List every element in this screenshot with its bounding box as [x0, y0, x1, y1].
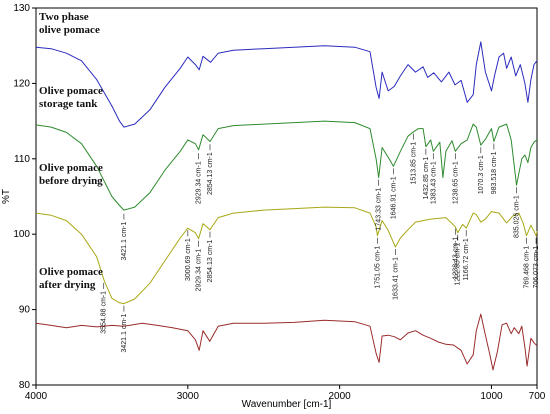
peak-label: 1166.72 cm-1 — [463, 238, 470, 280]
plot-frame — [35, 7, 538, 386]
peak-annotation: 3000.69 cm-1 — [185, 230, 192, 281]
peak-label: 2854.13 cm-1 — [207, 152, 214, 195]
sample-label-line: Olive pomace — [39, 85, 103, 97]
peak-label: 1751.05 cm-1 — [374, 246, 381, 289]
peak-annotation: 1646.91 cm-1 — [390, 168, 397, 219]
peak-annotation: 3421.1 cm-1 — [121, 213, 128, 261]
sample-label: Olive pomace before drying — [39, 162, 103, 187]
y-tick-label: 110 — [14, 154, 30, 165]
y-tick-label: 100 — [13, 229, 30, 240]
peak-label: 1383.43 cm-1 — [430, 161, 437, 204]
x-tick-label: 3000 — [177, 391, 200, 402]
sample-label-line: after drying — [39, 279, 96, 291]
peak-label: 3421.1 cm-1 — [121, 313, 128, 352]
peak-annotation: 1166.72 cm-1 — [463, 230, 470, 280]
peak-annotation: 706.073 cm-1 — [533, 237, 540, 289]
peak-label: 1633.41 cm-1 — [392, 257, 399, 300]
peak-label: 835.026 cm-1 — [514, 195, 521, 238]
peak-label: 706.073 cm-1 — [533, 246, 540, 289]
sample-label-line: olive pomace — [39, 24, 100, 36]
sample-label-line: storage tank — [39, 98, 98, 110]
peak-label: 1432.85 cm-1 — [423, 157, 430, 200]
series-line-4 — [35, 313, 538, 371]
peak-label: 1743.33 cm-1 — [376, 188, 383, 231]
peak-annotation: 1238.65 cm-1 — [452, 153, 459, 204]
peak-label: 1238.65 cm-1 — [452, 161, 459, 204]
y-tick-label: 130 — [13, 3, 30, 14]
peak-label: 1222.85 cm-1 — [455, 243, 462, 286]
peak-annotation: 1743.33 cm-1 — [376, 179, 383, 231]
y-tick-label: 80 — [19, 380, 31, 391]
y-tick-label: 120 — [13, 78, 30, 89]
y-axis-title: %T — [1, 189, 12, 204]
x-tick-label: 2000 — [329, 391, 352, 402]
peak-annotation: 769.468 cm-1 — [524, 237, 531, 289]
series-line-1 — [35, 41, 538, 128]
peak-label: 983.518 cm-1 — [491, 151, 498, 194]
peak-annotation: 1070.3 cm-1 — [478, 147, 485, 194]
series-layer — [35, 41, 538, 371]
y-tick-label: 90 — [19, 305, 31, 316]
peak-annotation: 835.026 cm-1 — [514, 187, 521, 238]
x-tick-label: 700 — [529, 391, 546, 402]
x-tick-label: 4000 — [25, 391, 48, 402]
peak-annotation: 1238.43 cm-1 — [452, 228, 459, 280]
peak-label: 2854.13 cm-1 — [207, 240, 214, 283]
sample-label: Olive pomace after drying — [39, 266, 103, 291]
series-line-3 — [35, 206, 538, 305]
peak-label: 3000.69 cm-1 — [185, 238, 192, 281]
peak-annotation: 3421.1 cm-1 — [121, 305, 128, 352]
peak-annotation: 2929.34 cm-1 — [196, 153, 203, 204]
axis-layer: 4000 3000 2000 1000 700 130 120 110 100 90 80 — [13, 3, 545, 402]
peak-label: 3421.1 cm-1 — [121, 221, 128, 260]
peak-label: 2929.34 cm-1 — [196, 249, 203, 292]
sample-label-line: before drying — [39, 175, 103, 187]
sample-label: Two phase olive pomace — [39, 11, 100, 36]
peak-annotation: 2929.34 cm-1 — [196, 240, 203, 292]
peak-annotation: 1383.43 cm-1 — [430, 153, 437, 204]
peak-annotation: 2854.13 cm-1 — [207, 231, 214, 283]
peak-label: 1238.43 cm-1 — [452, 237, 459, 280]
series-line-2 — [35, 120, 538, 211]
peak-label: 769.468 cm-1 — [524, 246, 531, 289]
sample-label-line: Olive pomace — [39, 162, 103, 174]
sample-label: Olive pomace storage tank — [39, 85, 103, 110]
peak-annotation: 2854.13 cm-1 — [207, 144, 214, 195]
peak-label: 1646.91 cm-1 — [390, 176, 397, 219]
annotation-layer: 3421.1 cm-1 2929.34 cm-1 2854.13 cm-1 1743.… — [101, 133, 540, 352]
peak-label: 1513.85 cm-1 — [411, 142, 418, 185]
sample-label-line: Two phase — [39, 11, 89, 23]
x-axis-title: Wavenumber [cm-1] — [242, 399, 332, 410]
sample-label-line: Olive pomace — [39, 266, 103, 278]
peak-annotation: 1633.41 cm-1 — [392, 249, 399, 300]
peak-annotation: 3554.88 cm-1 — [101, 282, 108, 334]
peak-annotation: 983.518 cm-1 — [491, 143, 498, 194]
peak-label: 1070.3 cm-1 — [478, 155, 485, 194]
peak-label: 2929.34 cm-1 — [196, 161, 203, 204]
peak-annotation: 1513.85 cm-1 — [411, 133, 418, 185]
peak-annotation: 1751.05 cm-1 — [374, 237, 381, 289]
peak-annotation: 1432.85 cm-1 — [423, 148, 430, 200]
x-tick-label: 1000 — [480, 391, 503, 402]
peak-label: 3554.88 cm-1 — [101, 291, 108, 334]
peak-annotation: 1222.85 cm-1 — [455, 234, 462, 286]
